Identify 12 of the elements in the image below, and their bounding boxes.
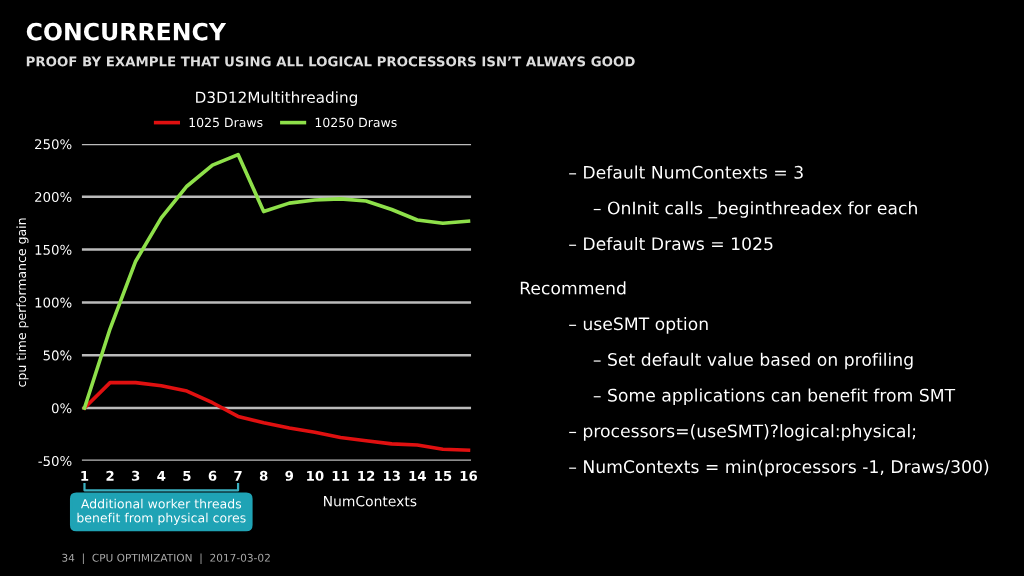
text: Recommend: [520, 281, 626, 295]
text: – Some applications can benefit from SMT: [593, 388, 956, 406]
text: – Default NumContexts = 3: [569, 165, 803, 179]
text: – processors=(useSMT)?logical:physical;: [569, 424, 916, 441]
line-series: [82, 380, 471, 453]
line-series: [82, 152, 471, 410]
text: – OnInit calls _beginthreadex for each: [593, 201, 917, 219]
chart-title: CONCURRENCY: [26, 22, 227, 41]
text: – Set default value based on profiling: [593, 352, 913, 370]
text: – Default Draws = 1025: [569, 236, 773, 251]
text: – NumContexts = min(processors -1, Draws/300): [569, 459, 989, 477]
text: – useSMT option: [569, 316, 708, 334]
